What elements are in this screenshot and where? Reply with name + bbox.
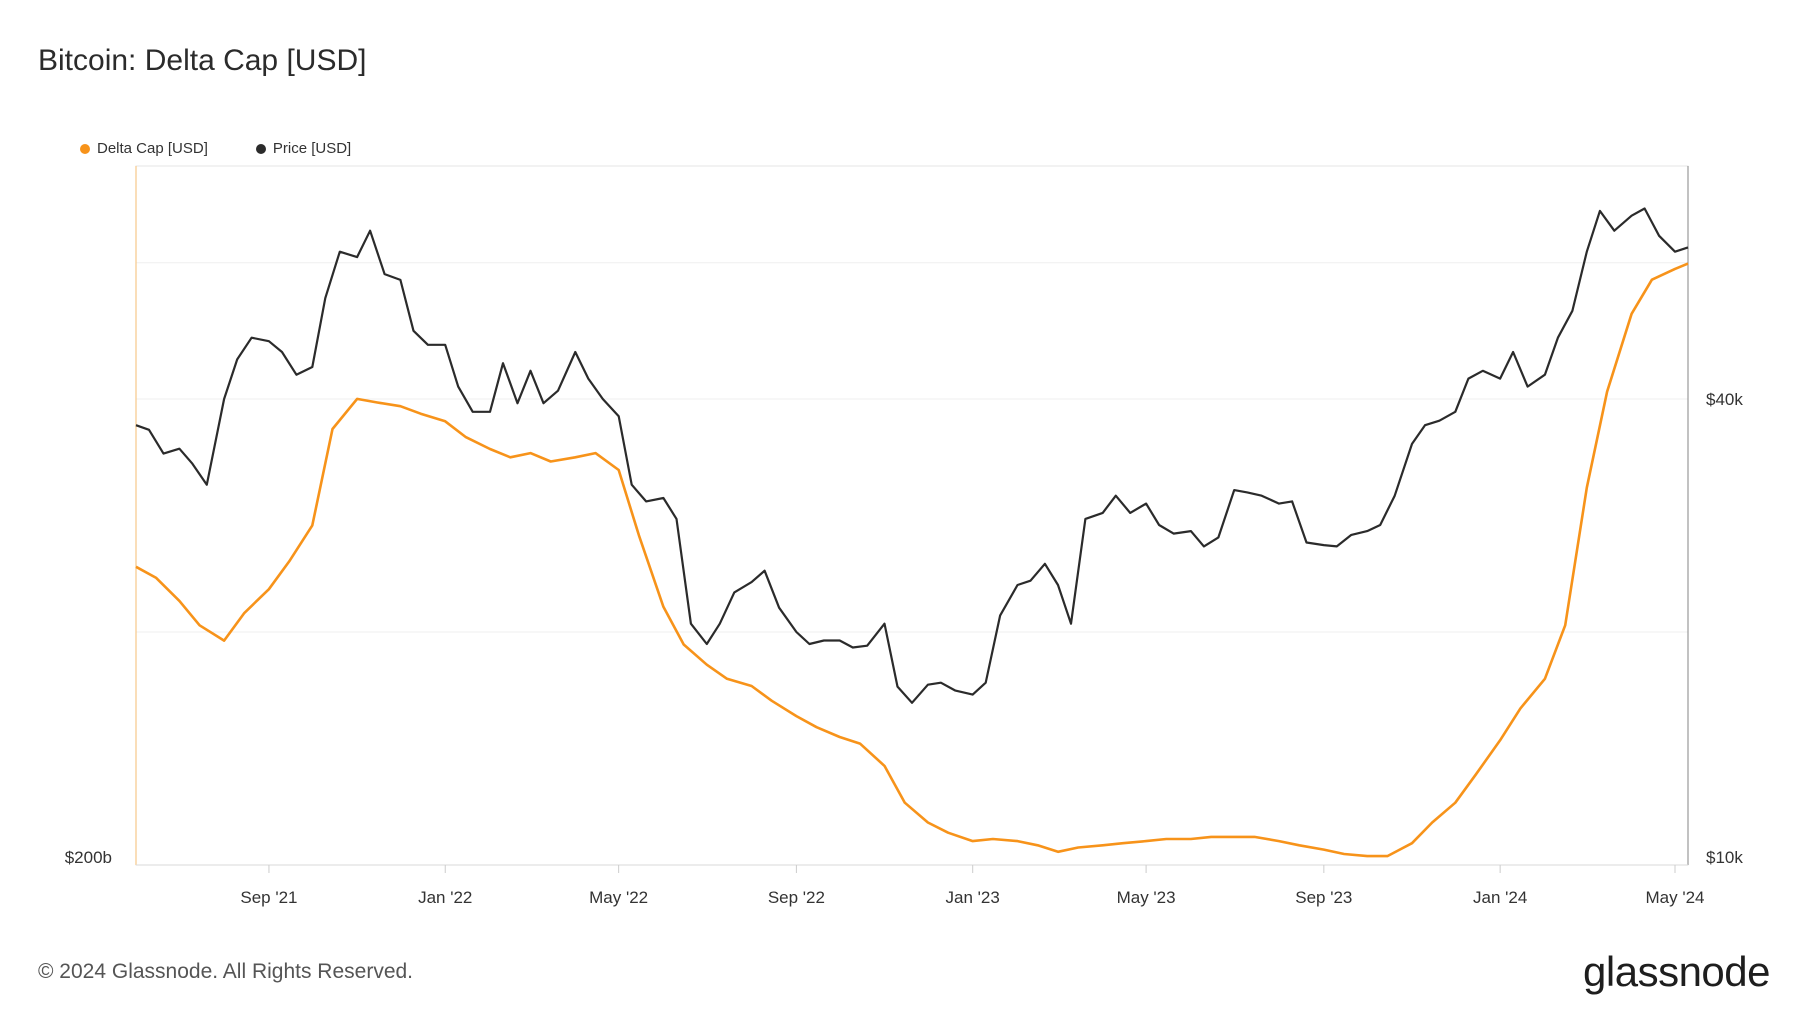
x-tick-label: Jan '24 <box>1473 888 1527 907</box>
legend-dot-delta-cap <box>80 143 90 154</box>
series-line-delta-cap <box>135 262 1689 858</box>
chart-title: Bitcoin: Delta Cap [USD] <box>38 44 367 77</box>
x-tick-label: Sep '23 <box>1295 888 1352 907</box>
y-right-tick-label: $10k <box>1706 848 1743 867</box>
x-tick-label: Jan '23 <box>946 888 1000 907</box>
y-right-tick-label: $40k <box>1706 390 1743 409</box>
series-line-price <box>135 207 1689 704</box>
x-tick-label: May '22 <box>589 888 648 907</box>
x-tick-label: May '24 <box>1645 888 1704 907</box>
x-tick-label: Sep '22 <box>768 888 825 907</box>
y-left-tick-label: $200b <box>65 848 112 867</box>
legend-item-delta-cap[interactable]: Delta Cap [USD] <box>80 140 208 157</box>
plot-frame <box>135 165 1689 866</box>
legend-item-price[interactable]: Price [USD] <box>255 140 352 157</box>
legend: Delta Cap [USD] Price [USD] <box>80 140 351 157</box>
legend-label-price: Price [USD] <box>272 140 352 157</box>
legend-label-delta-cap: Delta Cap [USD] <box>97 140 208 157</box>
x-tick-label: Jan '22 <box>418 888 472 907</box>
x-tick-label: May '23 <box>1117 888 1176 907</box>
legend-dot-price <box>255 143 266 154</box>
copyright-footer: © 2024 Glassnode. All Rights Reserved. <box>38 960 414 983</box>
glassnode-logo: glassnode <box>1583 948 1770 995</box>
x-tick-label: Sep '21 <box>240 888 297 907</box>
